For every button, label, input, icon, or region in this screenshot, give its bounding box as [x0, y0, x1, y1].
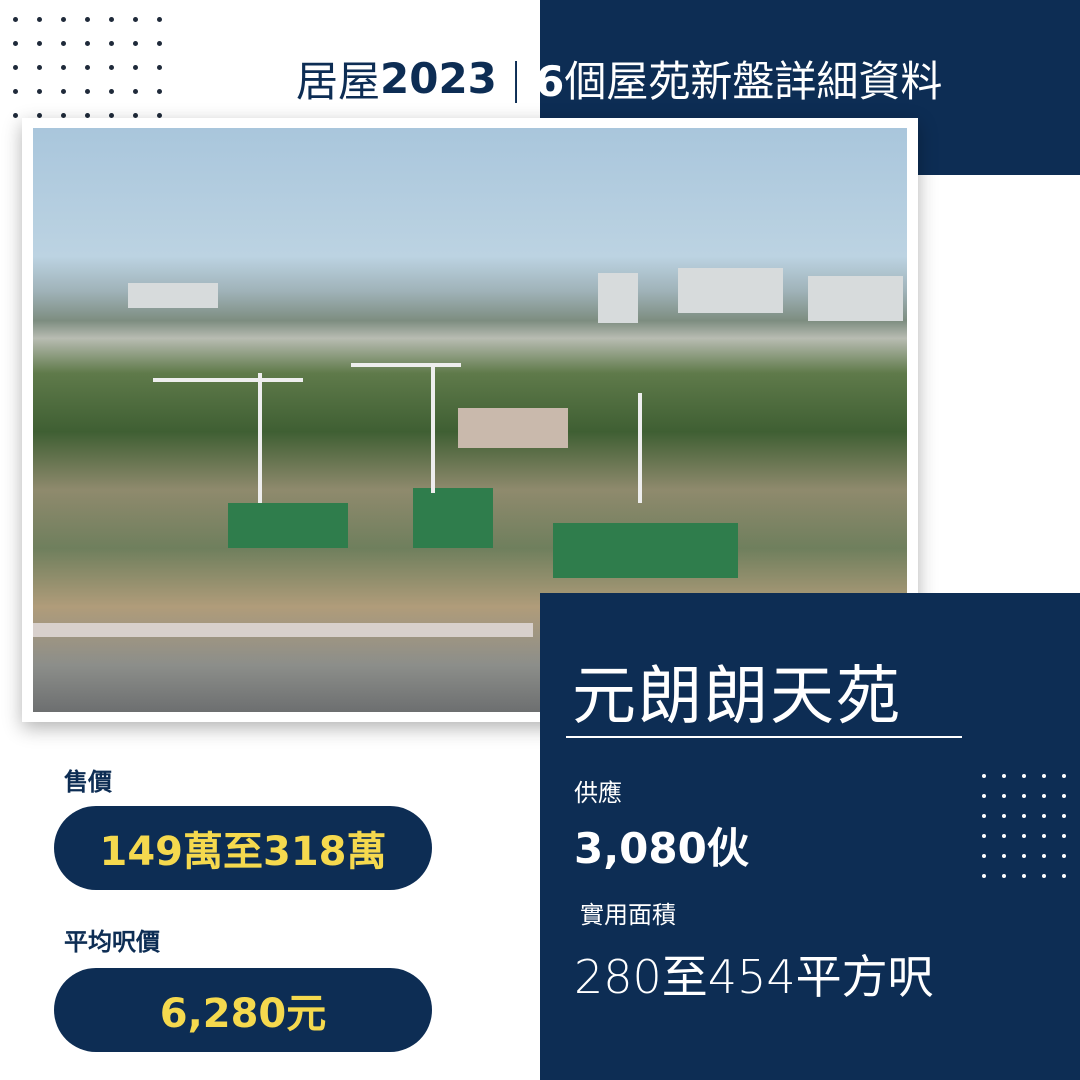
- dot: [1042, 834, 1046, 838]
- dot: [1022, 834, 1026, 838]
- title-suffix: 個屋苑新盤詳細資料: [564, 57, 943, 106]
- dot: [61, 41, 66, 46]
- psf-value: 6,280元: [159, 991, 327, 1037]
- dot: [13, 89, 18, 94]
- dot: [85, 89, 90, 94]
- dot: [37, 89, 42, 94]
- dot: [1042, 794, 1046, 798]
- dot: [1022, 854, 1026, 858]
- title-prefix: 居屋: [296, 57, 381, 106]
- dot: [1062, 774, 1066, 778]
- area-value: 280至454平方呎: [574, 950, 934, 1004]
- price-value: 149萬至318萬: [99, 829, 387, 875]
- page-title: 居屋 2023 | 6個屋苑新盤詳細資料: [296, 48, 942, 109]
- dot: [982, 794, 986, 798]
- dot: [13, 17, 18, 22]
- dot: [1002, 774, 1006, 778]
- supply-value: 3,080伙: [574, 824, 749, 873]
- dot: [61, 65, 66, 70]
- title-count: 6: [535, 57, 565, 106]
- psf-label: 平均呎價: [64, 928, 160, 956]
- dot: [1002, 794, 1006, 798]
- dot: [133, 17, 138, 22]
- estate-name: 元朗朗天苑: [572, 660, 902, 734]
- dot: [1022, 794, 1026, 798]
- price-label: 售價: [64, 768, 112, 796]
- title-year: 2023: [380, 54, 497, 103]
- dot: [37, 41, 42, 46]
- dot: [1042, 854, 1046, 858]
- psf-pill: 6,280元: [54, 968, 432, 1052]
- dot: [37, 65, 42, 70]
- dot: [1002, 874, 1006, 878]
- dot: [1022, 814, 1026, 818]
- title-separator: |: [508, 54, 524, 103]
- dot: [1062, 794, 1066, 798]
- dot: [61, 89, 66, 94]
- dot: [157, 89, 162, 94]
- dot: [157, 17, 162, 22]
- dot: [1062, 874, 1066, 878]
- dot: [13, 113, 18, 118]
- dot: [1062, 854, 1066, 858]
- dot: [982, 874, 986, 878]
- dot: [85, 65, 90, 70]
- dot: [157, 41, 162, 46]
- dot: [61, 113, 66, 118]
- dot: [13, 65, 18, 70]
- divider: [566, 736, 962, 738]
- dot: [37, 17, 42, 22]
- dot: [1002, 814, 1006, 818]
- dot: [109, 41, 114, 46]
- dot: [133, 65, 138, 70]
- dot: [157, 113, 162, 118]
- dot: [982, 814, 986, 818]
- dot: [1022, 774, 1026, 778]
- dot: [1002, 834, 1006, 838]
- dot: [85, 113, 90, 118]
- price-pill: 149萬至318萬: [54, 806, 432, 890]
- dot: [37, 113, 42, 118]
- dot: [109, 65, 114, 70]
- dot: [85, 17, 90, 22]
- area-label: 實用面積: [580, 901, 676, 929]
- dot: [133, 89, 138, 94]
- dot: [982, 834, 986, 838]
- header-navy-block-extension: [918, 0, 1080, 175]
- decorative-dot-grid-panel: [980, 772, 1080, 892]
- decorative-dot-grid: [10, 14, 178, 134]
- estate-info-panel: 元朗朗天苑 供應 3,080伙 實用面積 280至454平方呎: [540, 593, 1080, 1080]
- supply-label: 供應: [574, 779, 622, 807]
- dot: [982, 854, 986, 858]
- dot: [1062, 834, 1066, 838]
- dot: [133, 113, 138, 118]
- dot: [1042, 774, 1046, 778]
- dot: [1002, 854, 1006, 858]
- dot: [1042, 814, 1046, 818]
- dot: [1042, 874, 1046, 878]
- dot: [109, 89, 114, 94]
- dot: [109, 17, 114, 22]
- dot: [982, 774, 986, 778]
- dot: [1022, 874, 1026, 878]
- dot: [133, 41, 138, 46]
- dot: [61, 17, 66, 22]
- dot: [85, 41, 90, 46]
- dot: [109, 113, 114, 118]
- dot: [1062, 814, 1066, 818]
- dot: [157, 65, 162, 70]
- dot: [13, 41, 18, 46]
